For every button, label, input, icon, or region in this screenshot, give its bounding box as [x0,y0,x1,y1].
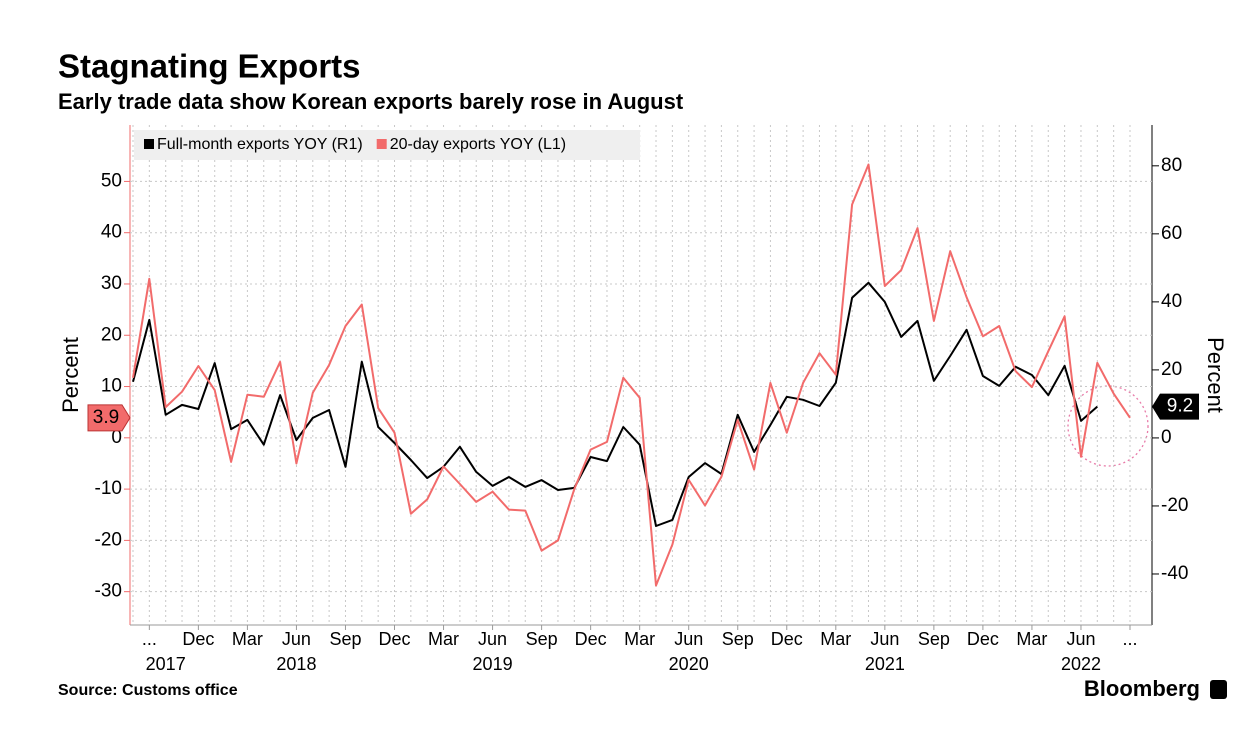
x-tick-label: ... [1122,629,1137,649]
x-tick-label: ... [142,629,157,649]
x-tick-label: Jun [674,629,703,649]
y-tick-label: 30 [101,273,122,294]
last-value-label: 9.2 [1167,396,1193,417]
x-tick-label: Jun [478,629,507,649]
x-tick-label: Mar [624,629,655,649]
series-line [132,281,1098,527]
x-year-label: 2022 [1061,654,1101,674]
series-line [132,163,1131,587]
legend-label: Full-month exports YOY (R1) [157,136,363,153]
x-tick-label: Dec [575,629,607,649]
chart-title: Stagnating Exports [58,48,361,85]
x-tick-label: Dec [967,629,999,649]
x-tick-label: Mar [820,629,851,649]
y-tick-label: 40 [101,222,122,243]
y-tick-label: 50 [101,170,122,191]
x-tick-label: Jun [870,629,899,649]
x-year-label: 2017 [146,654,186,674]
x-tick-label: Sep [329,629,361,649]
y-tick-label: 0 [111,427,122,448]
last-value-badge [1152,393,1199,420]
x-tick-label: Jun [282,629,311,649]
legend-label: 20-day exports YOY (L1) [390,136,566,153]
x-tick-label: Sep [526,629,558,649]
source: Source: Customs office [58,682,238,699]
x-tick-label: Sep [918,629,950,649]
y-tick-label: 20 [101,324,122,345]
y-tick-label: -30 [95,581,122,602]
y2-tick-label: 80 [1161,155,1182,176]
x-tick-label: Mar [428,629,459,649]
x-tick-label: Dec [379,629,411,649]
y-axis-label: Percent [58,337,83,413]
y2-tick-label: 20 [1161,359,1182,380]
y-tick-label: -10 [95,478,122,499]
highlight-circle [1067,385,1149,467]
legend-swatch [144,139,154,149]
y2-tick-label: 40 [1161,291,1182,312]
x-year-label: 2021 [865,654,905,674]
legend-swatch [376,139,387,149]
last-value-badge [87,404,131,432]
brand-icon [1210,680,1227,699]
y2-tick-label: -40 [1161,563,1188,584]
x-tick-label: Mar [232,629,263,649]
legend-box [134,130,640,160]
y2-tick-label: 60 [1161,223,1182,244]
y-tick-label: 10 [101,376,122,397]
y2-tick-label: -20 [1161,495,1188,516]
chart-subtitle: Early trade data show Korean exports bar… [58,89,684,114]
y-tick-label: -20 [95,529,122,550]
x-tick-label: Sep [722,629,754,649]
x-tick-label: Mar [1016,629,1047,649]
last-value-label: 3.9 [93,407,119,428]
x-tick-label: Dec [182,629,214,649]
y2-axis-label: Percent [1203,337,1228,413]
x-year-label: 2018 [276,654,316,674]
x-tick-label: Dec [771,629,803,649]
x-year-label: 2020 [669,654,709,674]
x-year-label: 2019 [473,654,513,674]
legend: Full-month exports YOY (R1) 20-day export… [134,130,640,160]
y2-tick-label: 0 [1161,427,1172,448]
x-tick-label: Jun [1066,629,1095,649]
brand: Bloomberg [1084,676,1200,701]
